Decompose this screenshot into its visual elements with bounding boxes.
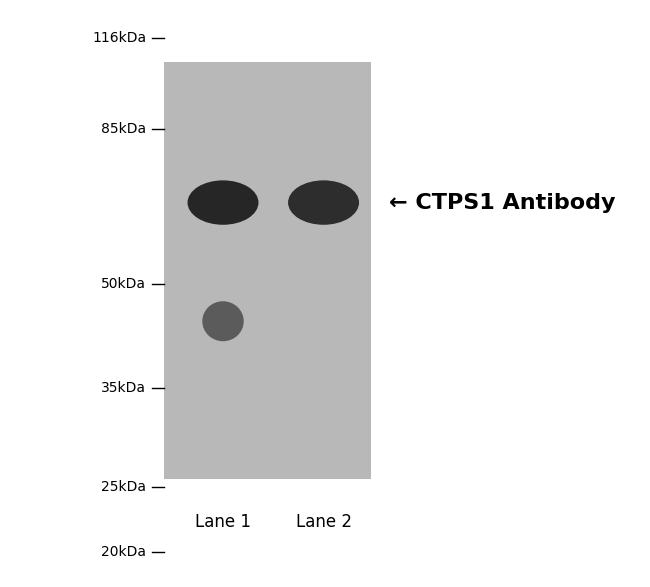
Text: Lane 2: Lane 2	[296, 514, 352, 531]
Text: 25kDa: 25kDa	[101, 480, 146, 494]
Text: 116kDa: 116kDa	[92, 31, 146, 45]
Text: 20kDa: 20kDa	[101, 545, 146, 559]
Ellipse shape	[288, 180, 359, 225]
Text: Lane 1: Lane 1	[195, 514, 251, 531]
Ellipse shape	[202, 301, 244, 341]
Text: 50kDa: 50kDa	[101, 277, 146, 291]
FancyBboxPatch shape	[164, 62, 371, 478]
Text: 85kDa: 85kDa	[101, 122, 146, 136]
Ellipse shape	[188, 180, 259, 225]
Text: ← CTPS1 Antibody: ← CTPS1 Antibody	[389, 193, 615, 212]
Text: 35kDa: 35kDa	[101, 381, 146, 395]
